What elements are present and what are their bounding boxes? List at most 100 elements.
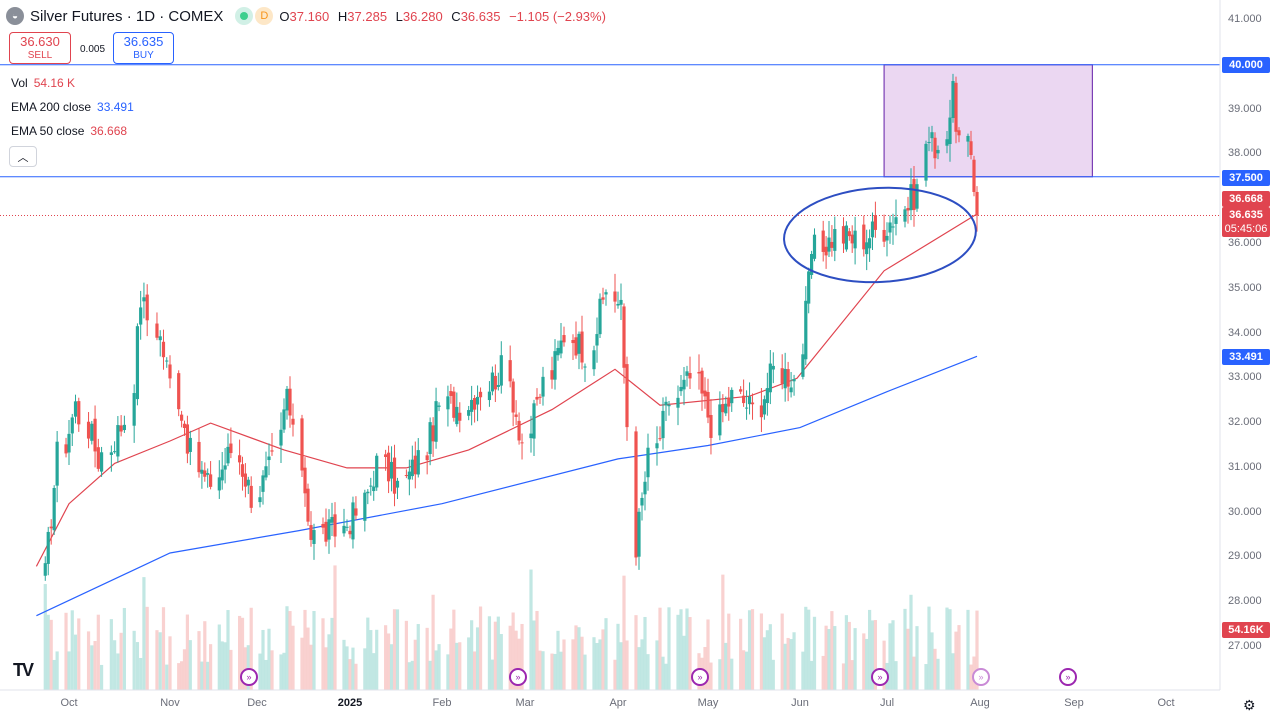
- volume-bar: [930, 632, 934, 690]
- candle-body: [824, 246, 828, 256]
- candle-body: [145, 294, 149, 321]
- volume-bar: [556, 630, 560, 690]
- candle-body: [759, 405, 764, 418]
- candle-body: [180, 414, 184, 421]
- volume-bar: [499, 634, 503, 690]
- volume-bar: [643, 616, 647, 690]
- volume-bar: [330, 617, 334, 690]
- candle-body: [475, 396, 480, 405]
- volume-bar: [282, 652, 286, 690]
- buy-button[interactable]: 36.635 BUY: [113, 32, 174, 64]
- volume-bar: [865, 638, 869, 690]
- candle-body: [55, 441, 59, 486]
- volume-bar: [197, 631, 201, 690]
- candle-body: [966, 135, 970, 142]
- dividend-arrow-icon[interactable]: »: [691, 668, 709, 686]
- candle-body: [915, 184, 919, 209]
- candle-body: [354, 508, 358, 516]
- candle-body: [428, 422, 432, 455]
- volume-bar: [345, 646, 349, 690]
- sell-button[interactable]: 36.630 SELL: [9, 32, 71, 64]
- delay-badge[interactable]: D: [255, 7, 274, 25]
- candle-body: [351, 502, 355, 540]
- volume-bar: [954, 631, 958, 690]
- candle-body: [389, 461, 394, 479]
- market-open-dot-icon[interactable]: [235, 7, 254, 25]
- volume-legend[interactable]: Vol 54.16 K: [11, 76, 76, 90]
- candle-body: [238, 455, 242, 463]
- ema50-legend[interactable]: EMA 50 close 36.668: [11, 124, 128, 138]
- volume-bar: [452, 609, 456, 690]
- candle-body: [685, 371, 689, 376]
- candle-body: [873, 215, 877, 230]
- candle-body: [924, 143, 928, 181]
- dividend-arrow-icon[interactable]: »: [972, 668, 990, 686]
- price-tick-label: 27.000: [1228, 640, 1262, 652]
- volume-bar: [351, 647, 355, 690]
- candle-body: [96, 447, 100, 469]
- volume-bar: [742, 650, 746, 690]
- tradingview-logo[interactable]: TV: [13, 660, 34, 680]
- silver-coin-icon[interactable]: ◒: [6, 7, 24, 25]
- candle-body: [395, 480, 400, 488]
- volume-bar: [327, 634, 331, 690]
- candle-body: [279, 429, 283, 446]
- dividend-arrow-icon[interactable]: »: [240, 668, 258, 686]
- price-tick-label: 36.000: [1228, 236, 1262, 249]
- candle-body: [288, 388, 292, 416]
- volume-bar: [912, 656, 916, 690]
- volume-bar: [490, 659, 494, 690]
- dividend-arrow-icon[interactable]: »: [1059, 668, 1077, 686]
- candle-body: [99, 452, 104, 472]
- candle-body: [577, 333, 581, 354]
- candle-body: [437, 405, 441, 407]
- candle-body: [730, 389, 734, 404]
- consolidation-circle: [783, 186, 977, 284]
- volume-bar: [529, 569, 533, 690]
- dividend-arrow-icon[interactable]: »: [509, 668, 527, 686]
- volume-bar: [637, 647, 641, 690]
- candle-body: [142, 297, 146, 302]
- candle-body: [366, 491, 370, 494]
- resistance-zone: [883, 64, 1093, 178]
- candle-body: [197, 441, 201, 473]
- volume-bar: [90, 645, 94, 690]
- candle-body: [452, 391, 456, 418]
- volume-bar: [792, 632, 796, 690]
- chevron-up-icon[interactable]: ︿: [9, 146, 37, 167]
- volume-bar: [416, 624, 420, 690]
- price-tag-ema50: 36.668: [1222, 191, 1270, 207]
- candle-body: [220, 469, 224, 481]
- volume-bar: [70, 610, 74, 690]
- candle-body: [446, 396, 450, 410]
- candle-body: [844, 225, 848, 250]
- ema200-legend[interactable]: EMA 200 close 33.491: [11, 100, 134, 114]
- candle-body: [810, 254, 814, 275]
- candle-body: [330, 516, 334, 523]
- gear-icon[interactable]: ⚙: [1243, 697, 1256, 713]
- candle-body: [200, 469, 204, 474]
- volume-bar: [682, 635, 686, 690]
- candle-body: [583, 366, 587, 368]
- candle-body: [508, 360, 512, 382]
- candle-body: [954, 82, 958, 132]
- candle-body: [906, 207, 910, 211]
- candle-body: [384, 454, 388, 458]
- dividend-arrow-icon[interactable]: »: [871, 668, 889, 686]
- candle-body: [661, 410, 665, 439]
- symbol-title[interactable]: Silver Futures · 1D · COMEX: [30, 7, 224, 25]
- candle-body: [936, 149, 940, 154]
- volume-bar: [933, 648, 937, 690]
- volume-bar: [511, 612, 515, 690]
- candle-body: [240, 464, 245, 477]
- price-tick-label: 33.000: [1228, 371, 1262, 384]
- candle-body: [592, 350, 596, 370]
- last-price: 36.635: [1229, 209, 1263, 221]
- volume-bar: [830, 611, 834, 690]
- volume-bar: [718, 659, 722, 690]
- price-tag-last: 36.635 05:45:06: [1222, 207, 1270, 237]
- candle-body: [363, 492, 367, 521]
- candle-body: [762, 399, 766, 415]
